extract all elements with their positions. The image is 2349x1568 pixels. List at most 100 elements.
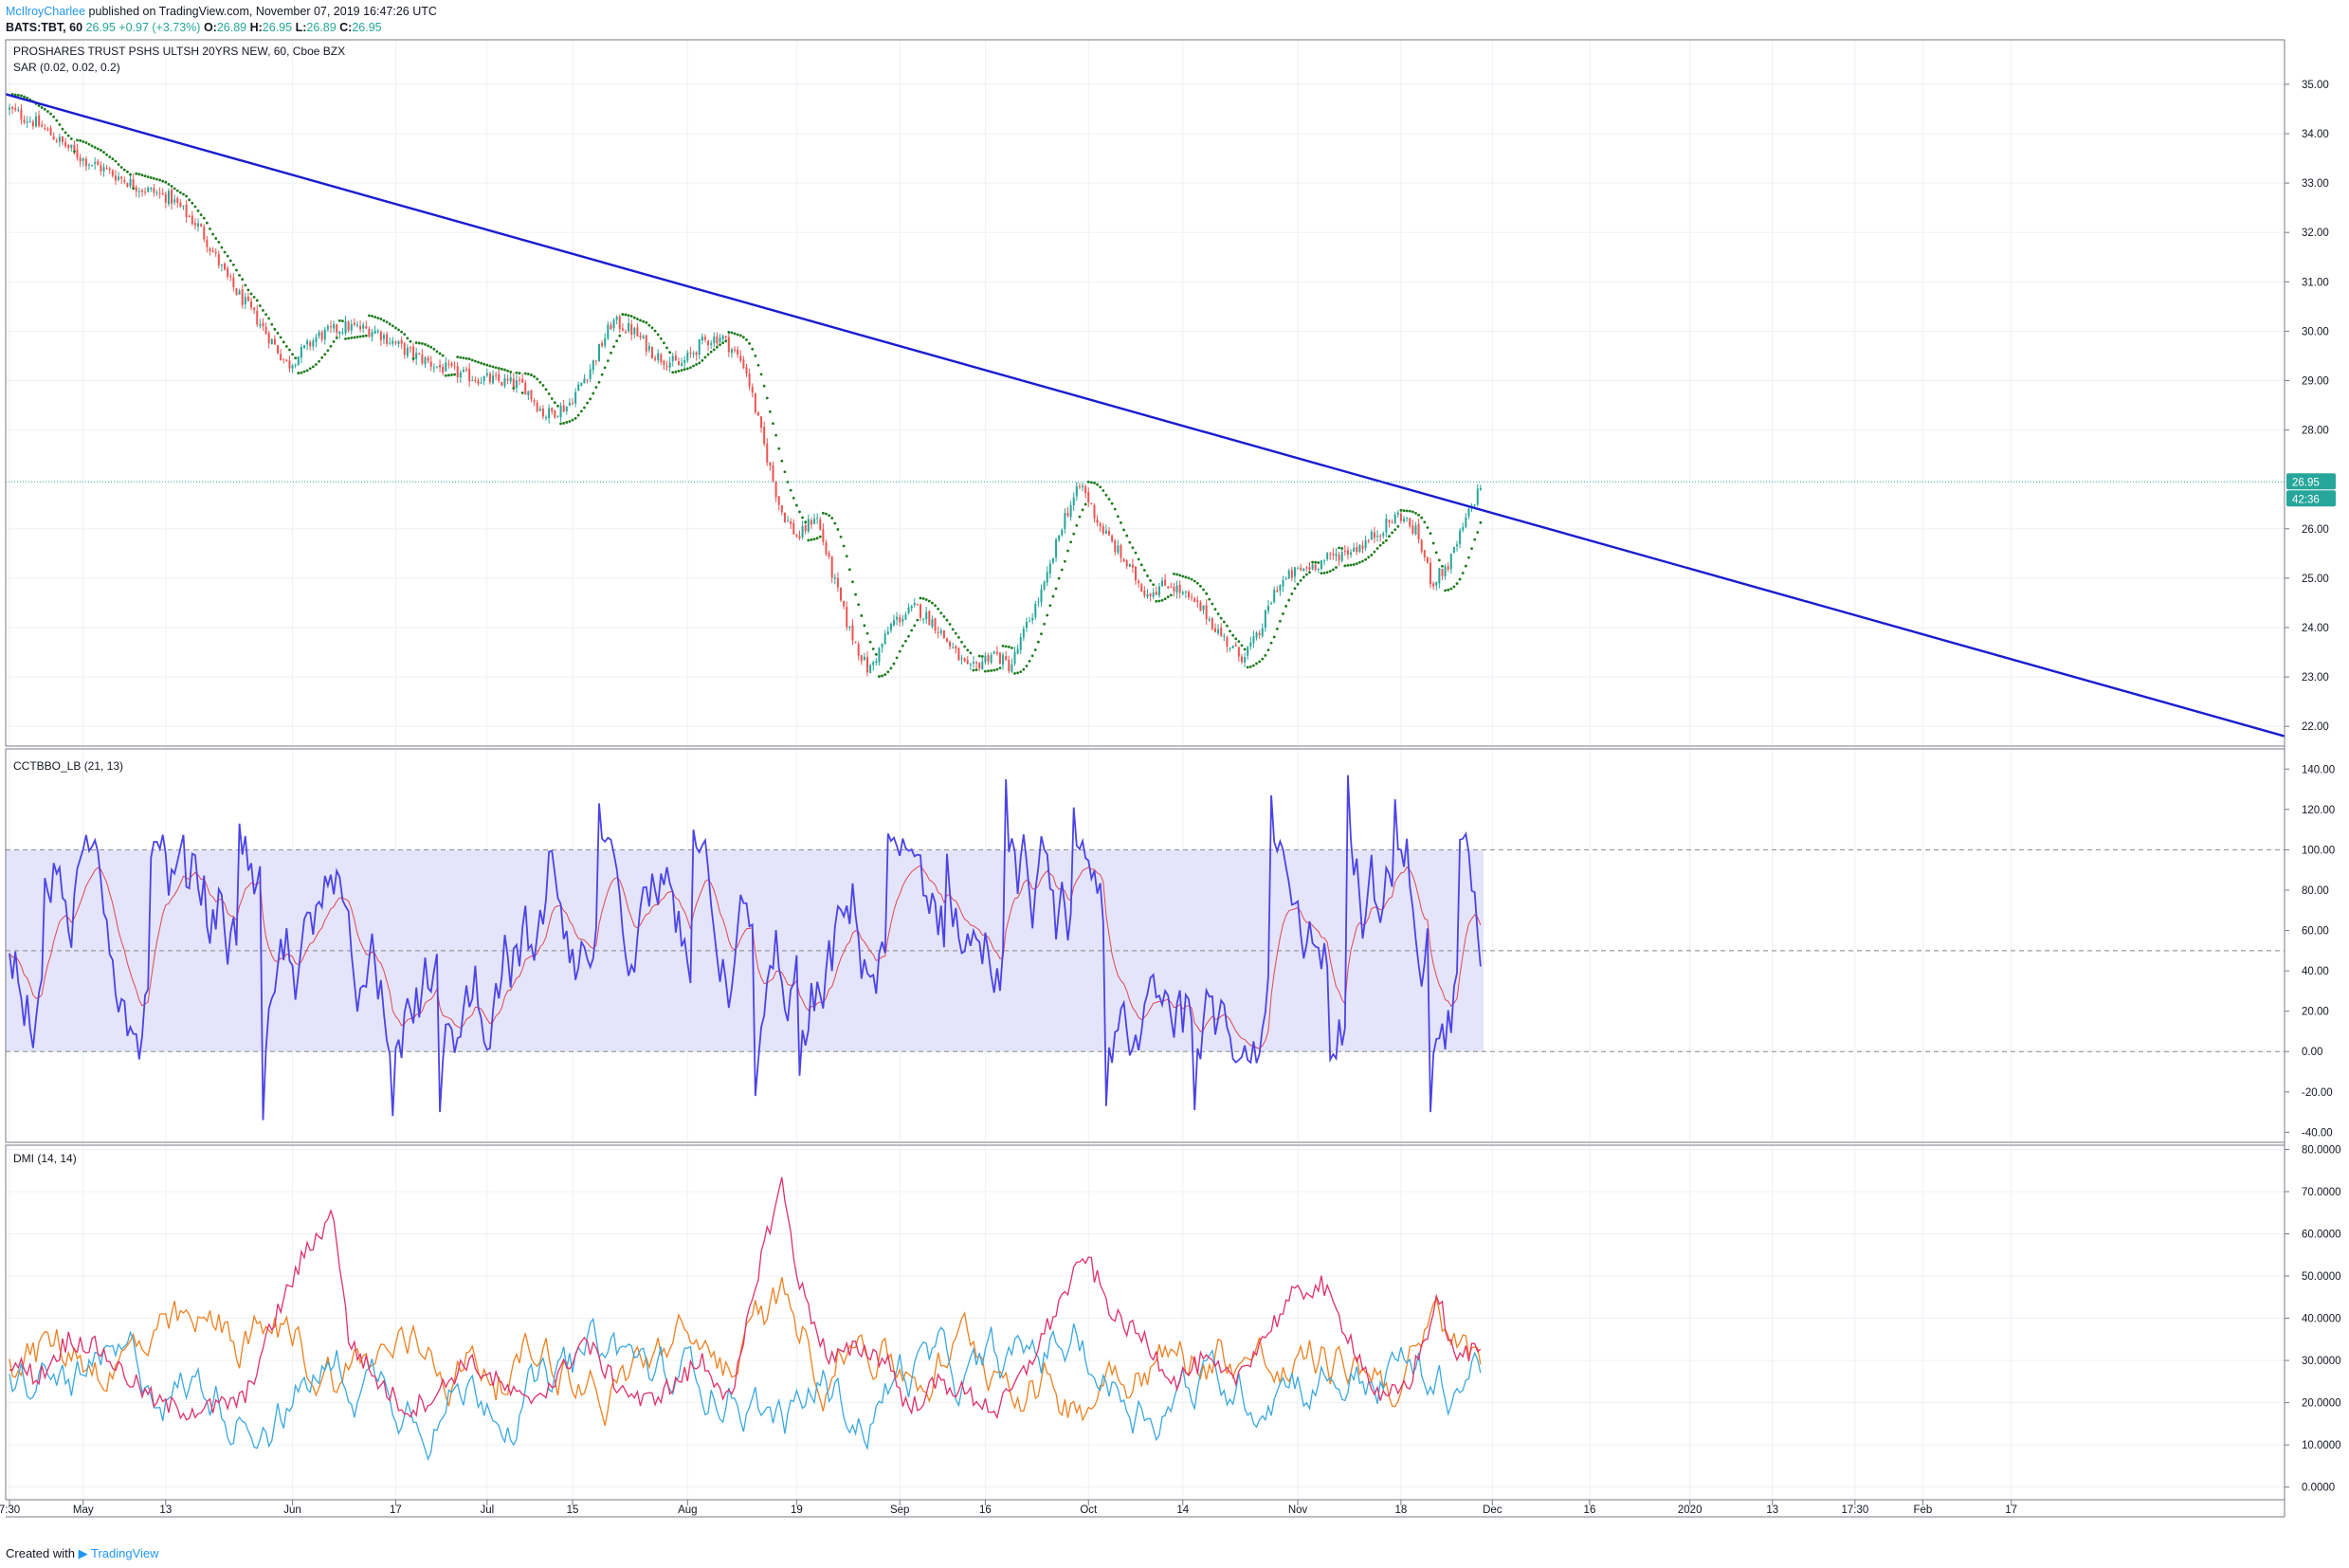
sar-dot [462,356,465,360]
candle-body [790,520,792,524]
candle-body [966,660,969,665]
candle-body [1229,647,1231,649]
sar-dot [919,596,922,600]
candle-body [1178,584,1181,593]
candle-body [445,362,447,372]
candle-body [359,325,362,330]
sar-dot [302,370,306,374]
candle-body [379,332,382,340]
candle-body [554,410,556,418]
sar-dot [424,342,427,346]
sar-dot [158,178,162,182]
sar-dot [1290,593,1294,595]
pane-2-background [6,1145,2285,1500]
candle-body [1426,556,1429,563]
candle-body [1008,659,1011,672]
sar-dot [518,372,521,375]
sar-dot [960,640,963,644]
candle-body [164,193,167,203]
sar-dot [473,359,477,363]
candle-body [562,405,565,412]
sar-dot [235,268,238,272]
candle-body [934,618,937,631]
candle-body [1258,632,1261,635]
sar-dot [878,675,881,678]
sar-dot [1226,624,1229,628]
candle-body [114,175,117,181]
candle-body [480,382,483,384]
tradingview-link[interactable]: TradingView [91,1546,159,1560]
candle-body [615,317,618,320]
sar-dot [385,320,389,324]
sar-dot [712,348,716,352]
sar-dot [995,667,999,671]
candle-body [589,369,592,380]
candle-body [137,191,140,192]
sar-dot [1086,480,1090,483]
sar-dot [114,159,118,163]
sar-dot [1163,597,1167,601]
sar-dot [789,488,792,492]
sar-dot [1393,528,1397,532]
sar-dot [1261,657,1265,661]
sar-dot [1125,534,1129,538]
sar-dot [1264,654,1267,657]
author-link[interactable]: McIlroyCharlee [6,5,86,18]
candle-body [418,353,421,355]
candle-body [1193,598,1196,602]
sar-dot [1195,581,1199,585]
oscillator-tick-label: 120.00 [2302,805,2335,816]
sar-dot [904,639,907,643]
sar-dot [677,370,681,373]
sar-dot [984,669,987,673]
sar-dot [300,371,303,374]
candle-body [211,250,214,252]
candle-body [23,119,26,123]
time-axis-label: 14 [1176,1504,1189,1516]
sar-dot [847,568,851,572]
candle-body [612,319,615,329]
sar-dot [1426,526,1429,529]
candle-body [300,346,302,358]
candle-body [224,263,227,270]
sar-dot [26,96,29,100]
sar-dot [1299,578,1302,582]
candle-body [1438,568,1441,584]
sar-dot [541,384,545,387]
candle-body [854,641,857,644]
candle-body [105,168,108,170]
sar-dot [874,652,878,656]
sar-dot [1102,489,1105,492]
dmi-tick-label: 30.0000 [2302,1356,2341,1367]
sar-dot [759,373,763,376]
candle-body [1314,564,1317,570]
candle-body [1290,570,1293,578]
candle-body [235,287,238,295]
candle-body [498,374,501,381]
candle-body [519,379,521,381]
candle-body [804,525,807,532]
candle-body [795,535,798,537]
sar-dot [574,416,577,420]
sar-dot [355,336,359,338]
candle-body [1302,568,1305,572]
candle-body [28,120,31,122]
sar-dot [332,339,336,343]
sar-dot [1237,640,1241,644]
candle-body [1078,486,1081,488]
sar-dot [1373,550,1376,554]
candle-body [1108,531,1111,536]
candle-body [763,427,766,445]
candle-body [945,638,948,642]
sar-dot [438,352,442,356]
sar-dot [901,644,904,647]
candle-body [280,354,282,360]
sar-dot [1040,632,1043,636]
candle-body [1396,512,1399,515]
candle-body [123,179,126,182]
candle-body [1173,587,1175,592]
sar-dot [650,326,654,330]
dmi-tick-label: 0.0000 [2302,1483,2335,1494]
sar-dot [1019,670,1023,673]
